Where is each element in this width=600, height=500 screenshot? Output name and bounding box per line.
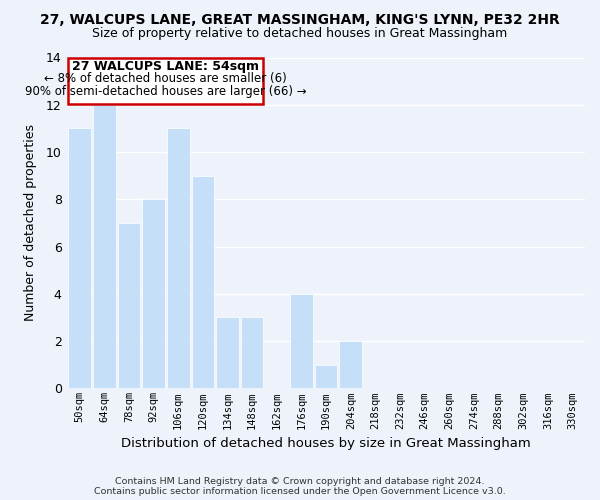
Bar <box>340 341 362 388</box>
FancyBboxPatch shape <box>68 58 263 104</box>
Text: 27, WALCUPS LANE, GREAT MASSINGHAM, KING'S LYNN, PE32 2HR: 27, WALCUPS LANE, GREAT MASSINGHAM, KING… <box>40 12 560 26</box>
Text: ← 8% of detached houses are smaller (6): ← 8% of detached houses are smaller (6) <box>44 72 287 86</box>
Y-axis label: Number of detached properties: Number of detached properties <box>25 124 37 322</box>
Text: Contains public sector information licensed under the Open Government Licence v3: Contains public sector information licen… <box>94 487 506 496</box>
Bar <box>167 128 190 388</box>
Bar <box>315 365 337 388</box>
Bar <box>216 318 239 388</box>
Bar <box>290 294 313 388</box>
Text: Contains HM Land Registry data © Crown copyright and database right 2024.: Contains HM Land Registry data © Crown c… <box>115 477 485 486</box>
Bar <box>241 318 263 388</box>
Bar <box>93 105 116 389</box>
Text: 27 WALCUPS LANE: 54sqm: 27 WALCUPS LANE: 54sqm <box>73 60 259 74</box>
Bar <box>142 200 165 388</box>
Bar <box>191 176 214 388</box>
Bar <box>118 223 140 388</box>
Text: 90% of semi-detached houses are larger (66) →: 90% of semi-detached houses are larger (… <box>25 86 307 98</box>
Text: Size of property relative to detached houses in Great Massingham: Size of property relative to detached ho… <box>92 28 508 40</box>
Bar <box>68 128 91 388</box>
X-axis label: Distribution of detached houses by size in Great Massingham: Distribution of detached houses by size … <box>121 437 531 450</box>
